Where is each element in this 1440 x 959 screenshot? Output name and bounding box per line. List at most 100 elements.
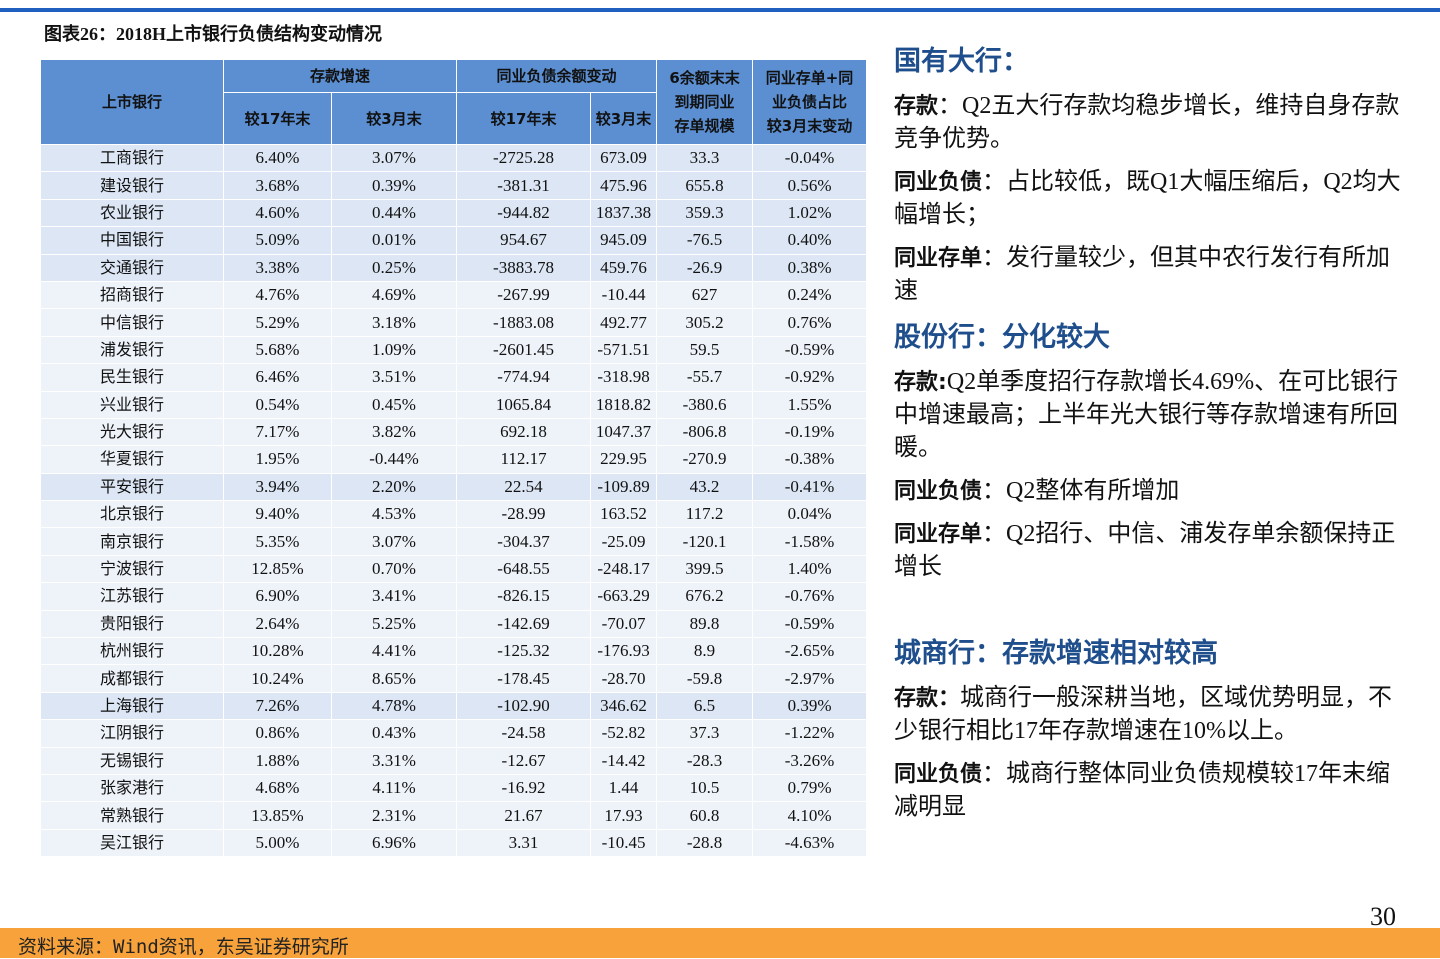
cell: -25.09 — [590, 527, 658, 556]
header-cell: 同业存单+同 业负债占比 较3月末变动 — [752, 59, 868, 145]
header-cell: 较17年末 — [223, 92, 332, 145]
bank-name: 光大银行 — [40, 417, 224, 447]
cell: -109.89 — [590, 472, 658, 502]
table-row: 光大银行 7.17% 3.82% 692.18 1047.37 -806.8 -0.19% — [40, 417, 868, 447]
cell: 305.2 — [656, 308, 754, 337]
cell: 43.2 — [656, 472, 754, 502]
header-cell: 同业负债余额变动 — [456, 59, 658, 93]
table-body: 上市银行 存款增速 同业负债余额变动 6余额末末 到期同业 存单规模 同业存单+同业… — [40, 59, 868, 858]
bank-name: 成都银行 — [40, 664, 224, 693]
cell: 3.38% — [223, 253, 332, 282]
cell: 5.35% — [223, 527, 332, 556]
cell: 1065.84 — [456, 390, 592, 419]
section: 国有大行： 存款：Q2五大行存款均稳步增长，维持自身存款竞争优势。 同业负债：占比较… — [894, 42, 1409, 308]
cell: -28.99 — [456, 500, 592, 529]
cell: 7.26% — [223, 691, 332, 721]
table-row: 江阴银行 0.86% 0.43% -24.58 -52.82 37.3 -1.22% — [40, 719, 868, 748]
cell: -3883.78 — [456, 253, 592, 282]
cell: -0.92% — [752, 363, 868, 392]
cell: -0.76% — [752, 582, 868, 611]
cell: 9.40% — [223, 500, 332, 529]
cell: -178.45 — [456, 664, 592, 693]
cell: 12.85% — [223, 554, 332, 584]
cell: 1047.37 — [590, 417, 658, 447]
cell: -10.44 — [590, 280, 658, 310]
bank-name: 招商银行 — [40, 280, 224, 310]
cell: 4.78% — [330, 691, 458, 721]
cell: 8.65% — [330, 664, 458, 693]
cell: -16.92 — [456, 773, 592, 803]
table-row: 宁波银行 12.85% 0.70% -648.55 -248.17 399.5 1.40% — [40, 554, 868, 584]
bank-name: 华夏银行 — [40, 445, 224, 474]
cell: -2601.45 — [456, 335, 592, 365]
cell: -0.04% — [752, 143, 868, 173]
table-row: 中国银行 5.09% 0.01% 954.67 945.09 -76.5 0.40% — [40, 226, 868, 255]
cell: 0.39% — [330, 171, 458, 200]
bank-name: 无锡银行 — [40, 746, 224, 775]
cell: -24.58 — [456, 719, 592, 748]
header-cell: 上市银行 — [40, 59, 224, 145]
lead: 存款 — [894, 94, 939, 119]
cell: 2.20% — [330, 472, 458, 502]
cell: 1.02% — [752, 198, 868, 228]
paragraph: 同业负债：Q2整体有所增加 — [894, 475, 1409, 508]
cell: -0.44% — [330, 445, 458, 474]
cell: 3.31% — [330, 746, 458, 775]
cell: -176.93 — [590, 637, 658, 666]
cell: 4.60% — [223, 198, 332, 228]
cell: 2.64% — [223, 609, 332, 639]
cell: 0.38% — [752, 253, 868, 282]
cell: 4.69% — [330, 280, 458, 310]
cell: 5.68% — [223, 335, 332, 365]
bank-name: 兴业银行 — [40, 390, 224, 419]
cell: 359.3 — [656, 198, 754, 228]
cell: 0.54% — [223, 390, 332, 419]
table-row: 无锡银行 1.88% 3.31% -12.67 -14.42 -28.3 -3.26% — [40, 746, 868, 775]
cell: 475.96 — [590, 171, 658, 200]
cell: 2.31% — [330, 801, 458, 830]
bank-name: 中国银行 — [40, 226, 224, 255]
table-row: 贵阳银行 2.64% 5.25% -142.69 -70.07 89.8 -0.59% — [40, 609, 868, 639]
page-number: 30 — [1370, 902, 1396, 931]
table-row: 浦发银行 5.68% 1.09% -2601.45 -571.51 59.5 -0.59% — [40, 335, 868, 365]
lead: 同业存单 — [894, 522, 983, 547]
cell: 627 — [656, 280, 754, 310]
table-row: 南京银行 5.35% 3.07% -304.37 -25.09 -120.1 -1.58% — [40, 527, 868, 556]
text: ：城商行整体同业负债规模较17年末缩减明显 — [894, 761, 1391, 820]
cell: 7.17% — [223, 417, 332, 447]
cell: -1883.08 — [456, 308, 592, 337]
cell: 4.68% — [223, 773, 332, 803]
cell: -1.22% — [752, 719, 868, 748]
lead: 同业存单 — [894, 246, 983, 271]
cell: -380.6 — [656, 390, 754, 419]
cell: -55.7 — [656, 363, 754, 392]
cell: 1.40% — [752, 554, 868, 584]
table-row: 华夏银行 1.95% -0.44% 112.17 229.95 -270.9 -0.38% — [40, 445, 868, 474]
cell: -28.70 — [590, 664, 658, 693]
cell: 655.8 — [656, 171, 754, 200]
cell: -774.94 — [456, 363, 592, 392]
cell: 229.95 — [590, 445, 658, 474]
paragraph: 存款：Q2五大行存款均稳步增长，维持自身存款竞争优势。 — [894, 90, 1409, 156]
cell: -0.38% — [752, 445, 868, 474]
paragraph: 同业负债：城商行整体同业负债规模较17年末缩减明显 — [894, 758, 1409, 824]
cell: 0.44% — [330, 198, 458, 228]
cell: -59.8 — [656, 664, 754, 693]
bank-name: 杭州银行 — [40, 637, 224, 666]
bank-name: 南京银行 — [40, 527, 224, 556]
paragraph: 同业存单：发行量较少，但其中农行发行有所加速 — [894, 242, 1409, 308]
paragraph: 同业负债：占比较低，既Q1大幅压缩后，Q2均大幅增长； — [894, 166, 1409, 232]
lead: 同业负债 — [894, 762, 983, 787]
cell: -1.58% — [752, 527, 868, 556]
table-row: 杭州银行 10.28% 4.41% -125.32 -176.93 8.9 -2.65% — [40, 637, 868, 666]
bank-name: 张家港行 — [40, 773, 224, 803]
cell: 4.76% — [223, 280, 332, 310]
cell: 0.39% — [752, 691, 868, 721]
bank-name: 宁波银行 — [40, 554, 224, 584]
cell: 0.76% — [752, 308, 868, 337]
cell: -26.9 — [656, 253, 754, 282]
cell: -10.45 — [590, 828, 658, 858]
cell: -102.90 — [456, 691, 592, 721]
cell: -76.5 — [656, 226, 754, 255]
cell: -826.15 — [456, 582, 592, 611]
